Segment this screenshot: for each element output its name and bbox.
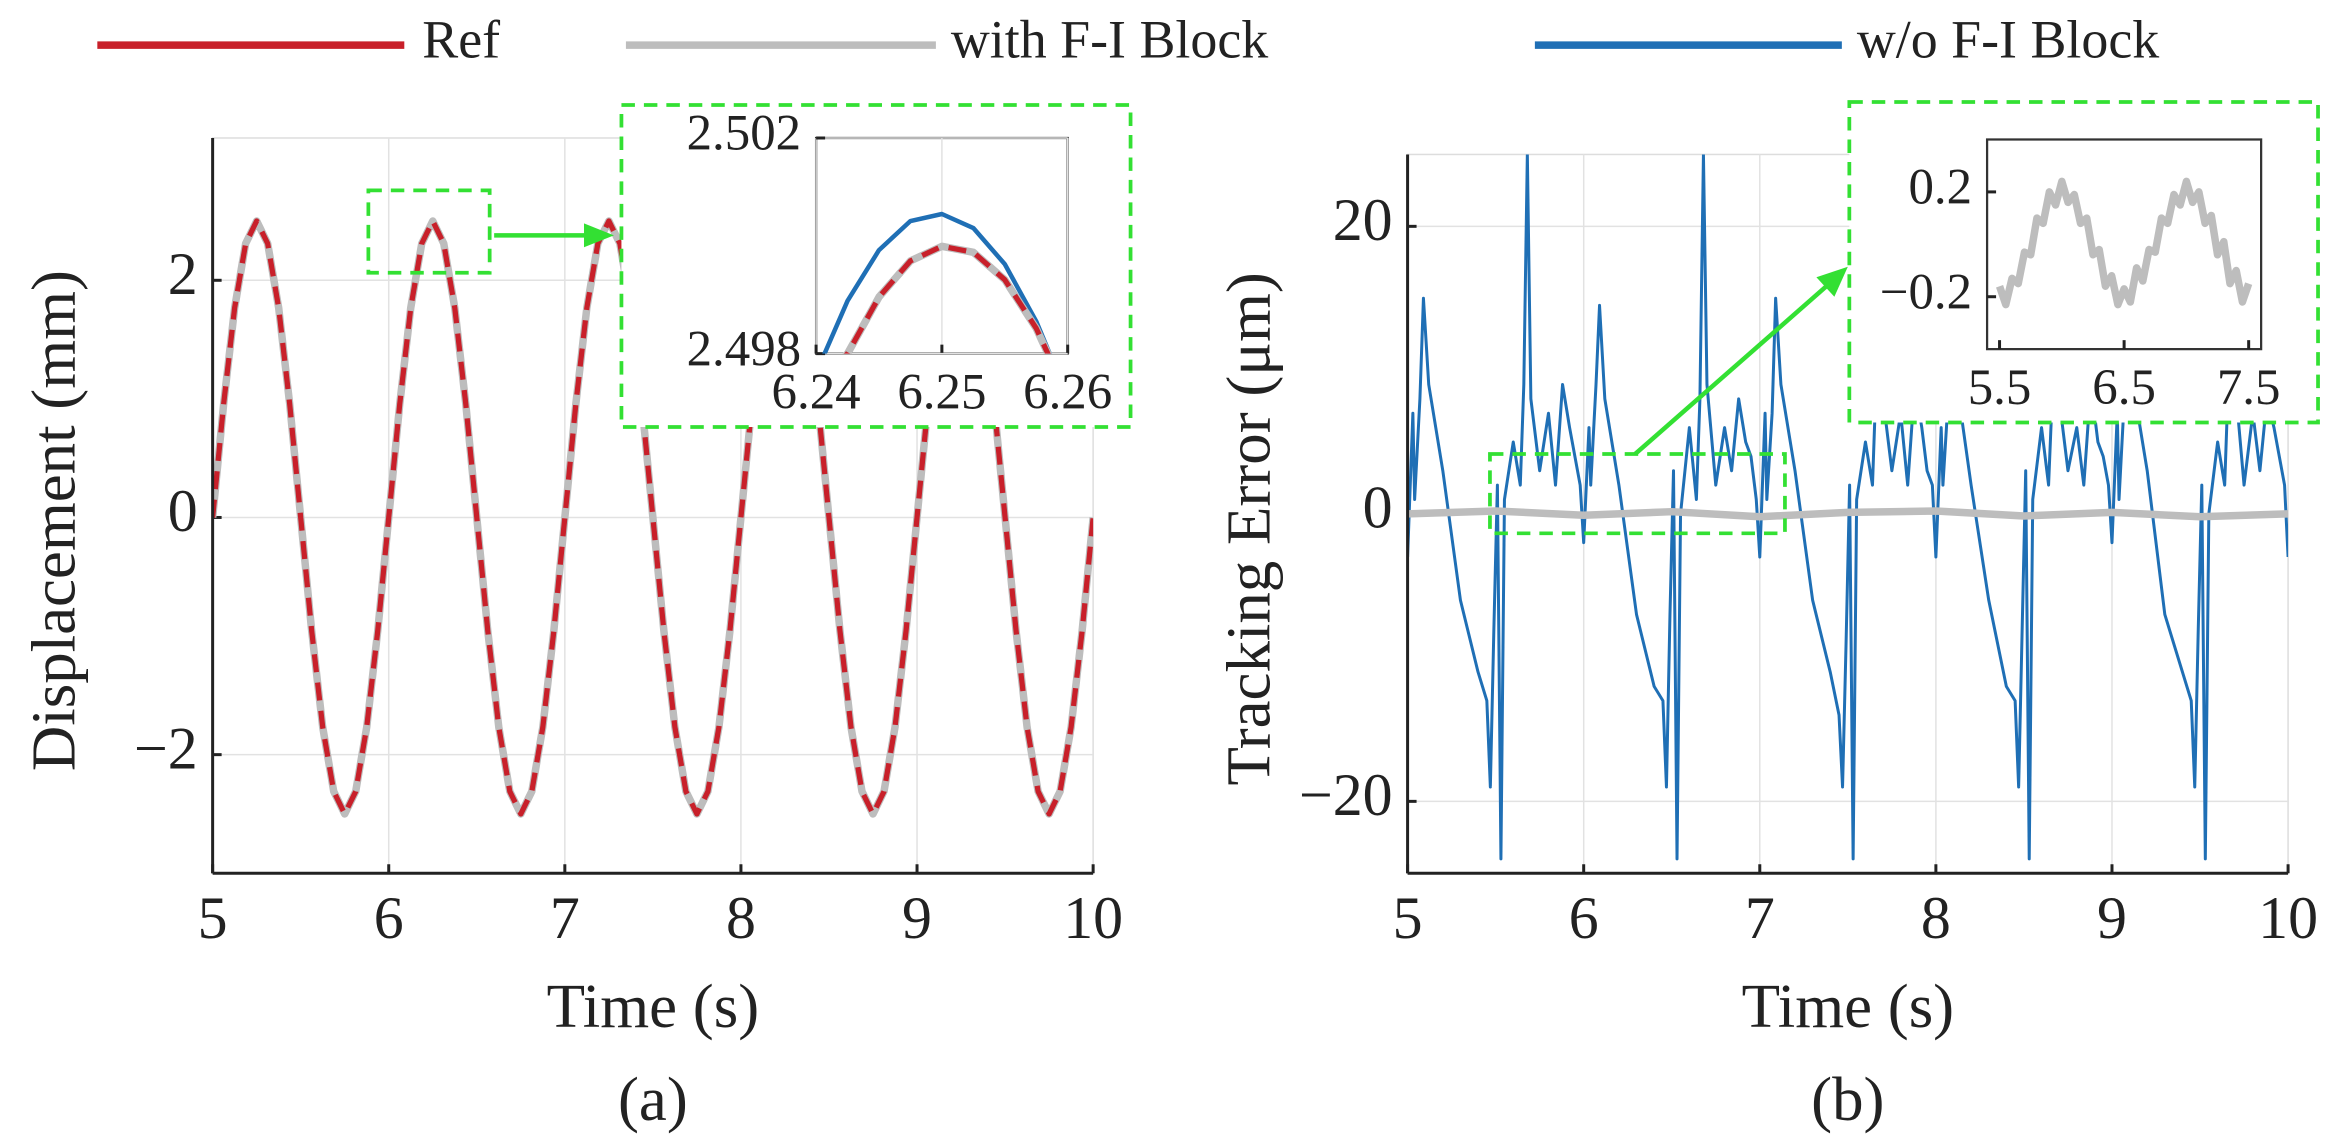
y-tick-label: −0.2 xyxy=(1880,264,1972,320)
y-tick-label: 2 xyxy=(168,241,198,307)
panel-caption: (b) xyxy=(1811,1064,1884,1134)
x-tick-label: 9 xyxy=(902,885,932,951)
x-tick-label: 6.26 xyxy=(1023,365,1112,421)
legend-label: w/o F-I Block xyxy=(1857,10,2159,70)
legend: Ref with F-I Block w/o F-I Block xyxy=(97,10,2159,70)
x-tick-label: 8 xyxy=(1921,885,1951,951)
y-tick-label: 0 xyxy=(1363,475,1393,541)
y-tick-label: −20 xyxy=(1299,762,1393,828)
x-tick-label: 9 xyxy=(2097,885,2127,951)
x-axis-label: Time (s) xyxy=(1742,971,1955,1041)
series-line xyxy=(843,243,1051,354)
x-tick-label: 8 xyxy=(726,885,756,951)
x-tick-label: 7 xyxy=(1745,885,1775,951)
y-tick-label: −2 xyxy=(134,715,198,781)
inset-a: 6.24 6.25 6.26 2.498 2.502 xyxy=(687,106,1113,421)
series-line xyxy=(1996,177,2253,309)
x-tick-label: 6.25 xyxy=(897,365,986,421)
y-axis-label: Displacement (mm) xyxy=(18,270,88,771)
panel-caption: (a) xyxy=(618,1064,688,1134)
inset-b: 5.5 6.5 7.5 −0.2 0.2 xyxy=(1880,138,2281,416)
x-tick-label: 5 xyxy=(1393,885,1423,951)
x-tick-label: 7.5 xyxy=(2217,360,2281,416)
x-tick-label: 6.5 xyxy=(2092,360,2156,416)
x-tick-label: 10 xyxy=(2258,885,2318,951)
y-tick-label: 0.2 xyxy=(1908,160,1972,216)
y-tick-label: 2.502 xyxy=(687,106,802,162)
legend-label: Ref xyxy=(422,10,500,70)
zoom-arrow xyxy=(1633,281,1832,456)
legend-label: with F-I Block xyxy=(951,10,1268,70)
x-tick-label: 5.5 xyxy=(1968,360,2032,416)
arrow-head xyxy=(584,223,614,248)
y-tick-label: 0 xyxy=(168,478,198,544)
y-tick-label: 2.498 xyxy=(687,321,802,377)
x-axis-label: Time (s) xyxy=(547,971,760,1041)
series-line xyxy=(1407,507,2289,521)
x-tick-label: 6.24 xyxy=(772,365,861,421)
series-line xyxy=(822,211,1053,354)
y-tick-label: 20 xyxy=(1333,187,1393,253)
x-tick-label: 7 xyxy=(550,885,580,951)
zoom-box xyxy=(366,188,492,275)
x-tick-label: 10 xyxy=(1063,885,1123,951)
x-tick-label: 6 xyxy=(374,885,404,951)
y-axis-label: Tracking Error (μm) xyxy=(1213,272,1283,785)
arrow-head xyxy=(1816,266,1848,297)
x-tick-label: 5 xyxy=(198,885,228,951)
x-tick-label: 6 xyxy=(1569,885,1599,951)
